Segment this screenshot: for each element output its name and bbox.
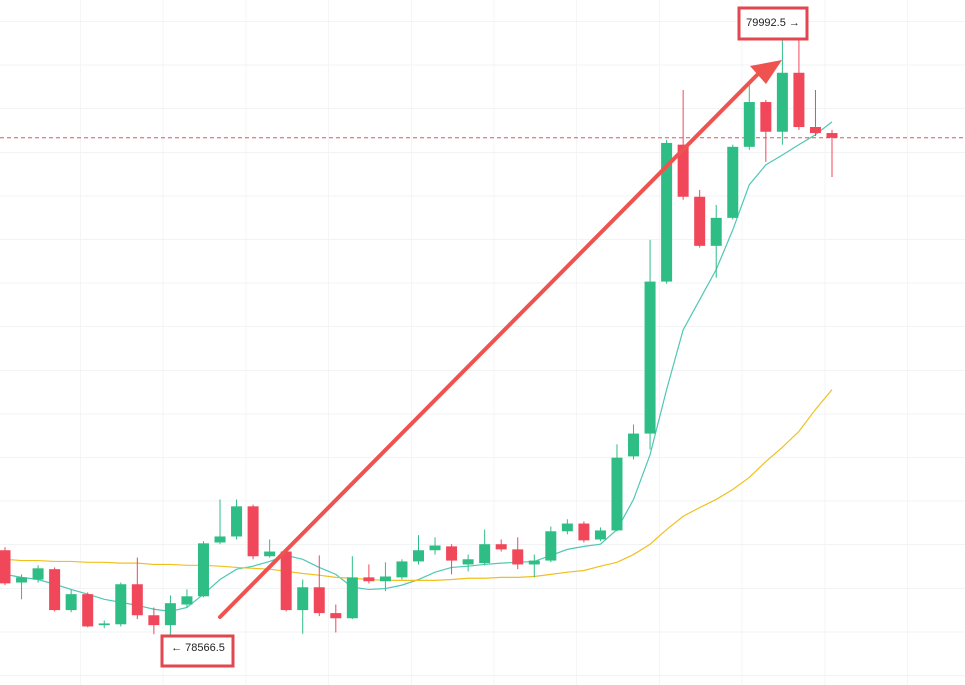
candle-body (462, 559, 474, 565)
candle-body (743, 102, 755, 147)
candle-body (0, 550, 11, 584)
candle-body (164, 603, 176, 626)
candle-body (131, 584, 143, 616)
candle-body (429, 545, 441, 551)
high-label: 79992.5 → (746, 17, 800, 29)
candle-body (148, 615, 160, 626)
arrow-head (750, 60, 782, 84)
candle-body (446, 546, 458, 561)
high-label-box (737, 6, 809, 41)
candle-body (528, 560, 540, 565)
candle-body (694, 196, 706, 246)
low-label-box (160, 634, 235, 668)
moving-average (4, 389, 833, 581)
candle-body (231, 506, 243, 537)
candle-body (346, 577, 358, 619)
candle-body (65, 594, 77, 611)
candle-body (379, 576, 391, 582)
trend-arrow (218, 72, 760, 619)
candle-body (826, 133, 838, 138)
candle-body (495, 544, 507, 550)
candle-body (809, 127, 821, 134)
candle-body (594, 530, 606, 540)
candle-body (561, 523, 573, 532)
candle-body (628, 433, 640, 457)
candle-body (677, 144, 689, 197)
candle-body (611, 457, 623, 531)
candle-body (32, 568, 44, 580)
candle-body (214, 536, 226, 543)
candle-body (578, 523, 590, 541)
candle-body (545, 531, 557, 561)
candle-body (793, 72, 805, 128)
candle-body (644, 281, 656, 434)
candle-body (727, 146, 739, 218)
moving-average (4, 121, 833, 612)
candle-body (413, 550, 424, 562)
candle-body (313, 587, 325, 614)
candle-body (760, 102, 772, 132)
candle-body (363, 577, 375, 582)
candle-body (776, 72, 788, 132)
candle-body (280, 551, 292, 611)
candle-body (82, 594, 94, 627)
low-label: ← 78566.5 (171, 642, 225, 654)
candle-body (512, 549, 524, 565)
candle-body (247, 506, 259, 557)
candle-body (181, 596, 193, 605)
candle-body (16, 577, 28, 583)
candle-body (297, 587, 309, 611)
candle-body (661, 142, 673, 282)
candle-body (479, 544, 491, 564)
candle-body (264, 551, 276, 557)
candle-body (396, 561, 408, 578)
candle-body (98, 623, 110, 626)
candle-body (710, 217, 722, 246)
candle-body (330, 613, 342, 619)
candle-body (49, 569, 61, 611)
candle-body (115, 584, 127, 625)
candle-body (197, 543, 209, 597)
